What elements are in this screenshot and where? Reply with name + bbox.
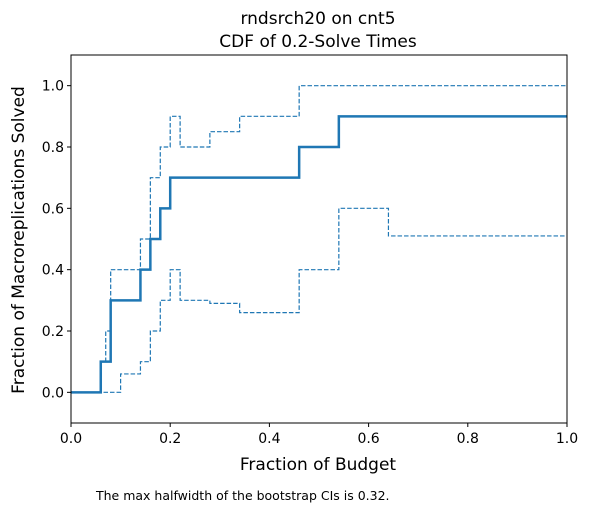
y-tick-label: 0.4 [42, 263, 64, 279]
chart-title-line2: CDF of 0.2-Solve Times [219, 32, 417, 52]
ci-bound-line-1 [71, 85, 567, 393]
x-tick-label: 0.4 [258, 431, 280, 447]
x-tick-label: 1.0 [556, 431, 578, 447]
y-tick-label: 0.8 [42, 140, 64, 156]
chart-title-line1: rndsrch20 on cnt5 [240, 9, 395, 29]
x-tick-label: 0.0 [60, 431, 82, 447]
x-tick-label: 0.2 [159, 431, 181, 447]
y-tick-label: 1.0 [42, 79, 64, 95]
x-tick-label: 0.8 [457, 431, 479, 447]
ci-bound-line-2 [71, 207, 567, 393]
y-axis-label: Fraction of Macroreplications Solved [9, 86, 29, 394]
x-axis-label: Fraction of Budget [240, 455, 397, 475]
plot-area: 0.0 0.2 0.4 0.6 0.8 1.0 0.0 0.2 0.4 0.6 0.8 1.0 [42, 54, 578, 447]
plot-frame [70, 54, 568, 424]
cdf-line [71, 115, 567, 394]
footnote-text: The max halfwidth of the bootstrap CIs i… [96, 488, 390, 503]
y-tick-label: 0.2 [42, 324, 64, 340]
y-tick-label: 0.0 [42, 385, 64, 401]
y-tick-label: 0.6 [42, 201, 64, 217]
x-tick-label: 0.6 [357, 431, 379, 447]
